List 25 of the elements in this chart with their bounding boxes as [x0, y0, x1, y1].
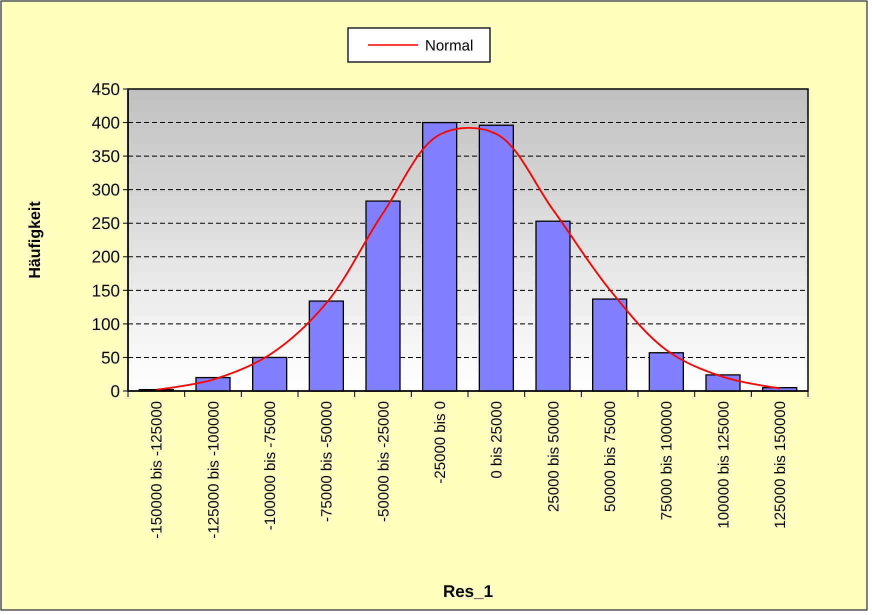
x-tick-label: 50000 bis 75000 [602, 401, 619, 512]
x-tick-label: -50000 bis -25000 [375, 401, 392, 522]
x-tick-label: 125000 bis 150000 [772, 401, 789, 529]
legend-label: Normal [425, 37, 474, 54]
x-tick-label: 0 bis 25000 [488, 401, 506, 479]
y-tick-label: 400 [92, 114, 120, 133]
x-tick-label: -25000 bis 0 [432, 401, 449, 484]
y-tick-label: 100 [92, 314, 120, 334]
x-tick-label: 100000 bis 125000 [715, 401, 732, 529]
y-tick-label: 200 [92, 248, 120, 267]
x-tick-label: 75000 bis 100000 [658, 401, 676, 520]
x-tick-label: 25000 bis 50000 [545, 401, 562, 512]
y-axis-title: Häufigkeit [27, 200, 44, 279]
x-tick-label: -100000 bis -75000 [262, 401, 279, 530]
y-tick-label: 250 [92, 214, 120, 234]
y-tick-label: 50 [101, 348, 120, 368]
x-tick-label: -75000 bis -50000 [318, 401, 336, 522]
x-tick-label: -125000 bis -100000 [205, 401, 222, 539]
x-axis-title: Res_1 [442, 582, 494, 601]
y-tick-label: 0 [110, 382, 120, 401]
y-tick-label: 350 [92, 147, 120, 166]
y-tick-label: 300 [92, 180, 120, 200]
x-tick-label: -150000 bis -125000 [148, 401, 166, 539]
y-tick-label: 450 [92, 80, 120, 99]
y-tick-label: 150 [92, 281, 120, 300]
